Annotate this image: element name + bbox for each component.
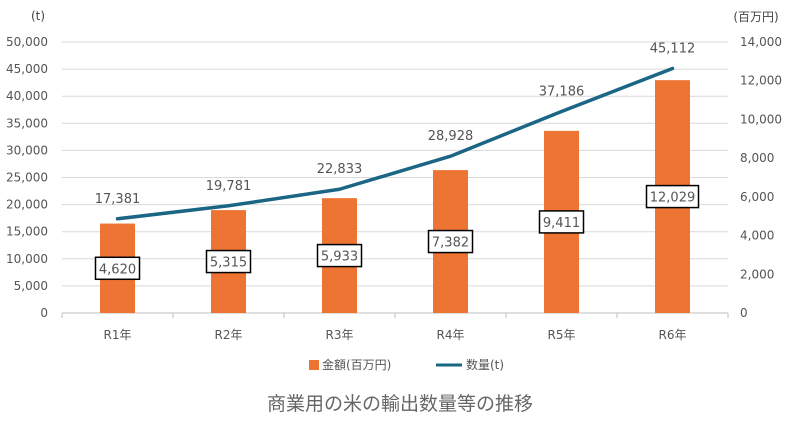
bar-data-label: 12,029 [650,191,696,206]
right-tick-label: 4,000 [740,229,774,243]
line-data-label: 45,112 [650,41,696,56]
left-tick-label: 50,000 [6,35,48,49]
left-tick-label: 20,000 [6,198,48,212]
right-tick-label: 10,000 [740,112,782,126]
x-tick-label: R3年 [326,328,354,342]
x-tick-label: R4年 [437,328,465,342]
left-axis-unit: (t) [31,9,45,23]
line-data-label: 22,833 [317,162,363,177]
x-tick-label: R5年 [548,328,576,342]
left-tick-label: 40,000 [6,89,48,103]
left-tick-label: 45,000 [6,62,48,76]
left-tick-label: 30,000 [6,143,48,157]
right-tick-label: 12,000 [740,74,782,88]
line-series: 17,381 19,781 22,833 28,928 37,186 45,112 [95,41,696,218]
legend-label-amount: 金額(百万円) [322,357,391,372]
bar-data-label: 5,933 [321,250,358,265]
left-axis-ticks: 0 5,000 10,000 15,000 20,000 25,000 30,000 35,0… [6,35,48,320]
quantity-line [118,68,673,218]
left-tick-label: 0 [40,306,48,320]
legend: 金額(百万円) 数量(t) [309,357,504,372]
right-tick-label: 2,000 [740,267,774,281]
right-axis-unit: (百万円) [733,10,778,24]
x-tick-label: R2年 [215,328,243,342]
right-tick-label: 0 [740,306,748,320]
bar-data-label: 5,315 [210,256,247,271]
left-tick-label: 5,000 [14,279,48,293]
bar-data-label: 7,382 [432,236,469,251]
bar-data-label: 4,620 [99,262,136,277]
legend-swatch-amount [309,360,319,370]
right-tick-label: 6,000 [740,190,774,204]
bars: 4,620 5,315 5,933 7,382 9,411 12,029 [96,80,699,313]
line-data-label: 37,186 [539,84,585,99]
line-data-label: 17,381 [95,192,141,207]
chart-title: 商業用の米の輸出数量等の推移 [267,393,533,415]
x-tick-label: R1年 [104,328,132,342]
line-data-label: 19,781 [206,179,252,194]
left-tick-label: 35,000 [6,116,48,130]
left-tick-label: 10,000 [6,252,48,266]
right-axis-ticks: 0 2,000 4,000 6,000 8,000 10,000 12,000 14,000 [740,35,782,320]
legend-label-quantity: 数量(t) [466,357,504,372]
line-data-label: 28,928 [428,129,474,144]
x-axis-labels: R1年 R2年 R3年 R4年 R5年 R6年 [104,328,687,342]
right-tick-label: 8,000 [740,151,774,165]
x-tick-label: R6年 [659,328,687,342]
bar-data-label: 9,411 [543,216,580,231]
gridlines [62,42,728,318]
left-tick-label: 25,000 [6,171,48,185]
left-tick-label: 15,000 [6,225,48,239]
right-tick-label: 14,000 [740,35,782,49]
